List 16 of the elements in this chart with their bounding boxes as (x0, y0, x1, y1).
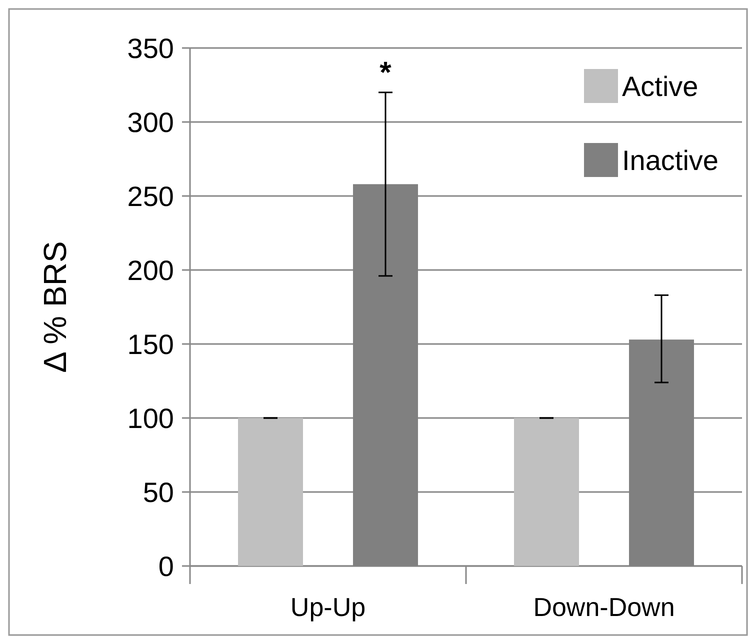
annotation: * (380, 56, 392, 90)
legend-label: Inactive (622, 144, 718, 176)
x-tick-label: Down-Down (533, 592, 675, 622)
legend-label: Active (622, 70, 698, 102)
y-tick-label: 350 (127, 32, 174, 64)
y-tick-label: 300 (127, 106, 174, 138)
y-tick-label: 250 (127, 180, 174, 212)
bar (238, 418, 303, 566)
y-tick-label: 200 (127, 254, 174, 286)
y-tick-label: 100 (127, 402, 174, 434)
x-tick-label: Up-Up (290, 592, 366, 622)
y-tick-label: 50 (142, 476, 174, 508)
bar (514, 418, 579, 566)
y-axis-title: Δ % BRS (37, 241, 73, 373)
y-tick-label: 0 (158, 550, 174, 582)
y-tick-label: 150 (127, 328, 174, 360)
